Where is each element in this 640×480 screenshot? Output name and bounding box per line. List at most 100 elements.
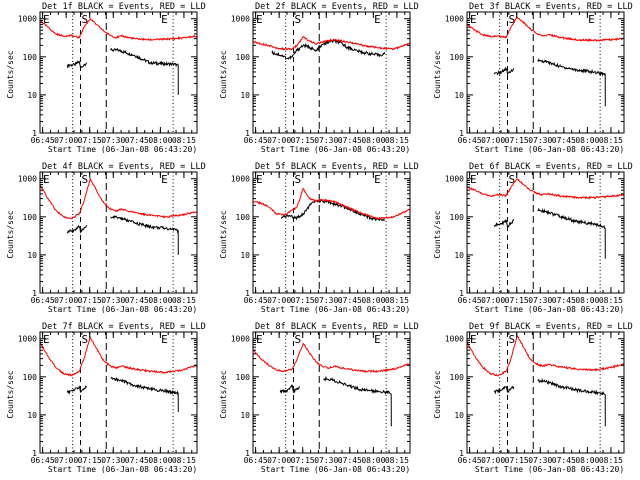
events-series [493, 58, 606, 107]
marker-label-e-end: E [374, 333, 381, 346]
x-tick-label: 07:30 [314, 296, 338, 305]
x-tick-label: 06:45 [31, 456, 55, 465]
y-tick-label: 100 [450, 213, 465, 222]
x-axis-label: Start Time (06-Jan-08 06:43:20) [48, 465, 197, 474]
panel-title: Det 4f BLACK = Events, RED = LLD [42, 162, 206, 172]
x-tick-label: 07:45 [338, 296, 362, 305]
marker-label-s: S [295, 13, 302, 26]
x-tick-label: 07:30 [314, 136, 338, 145]
y-axis-label: Counts/sec [6, 210, 15, 258]
x-tick-label: 07:15 [78, 456, 102, 465]
x-tick-label: 08:00 [148, 296, 172, 305]
plot-frame [252, 11, 411, 134]
x-tick-label: 08:15 [172, 456, 196, 465]
y-tick-label: 10 [27, 411, 37, 420]
marker-label-s: S [295, 333, 302, 346]
x-tick-label: 08:15 [599, 136, 623, 145]
lld-series [467, 16, 624, 43]
x-tick-label: 08:15 [172, 296, 196, 305]
x-tick-label: 07:00 [54, 456, 78, 465]
x-tick-label: 07:45 [125, 296, 149, 305]
y-axis-label: Counts/sec [433, 370, 442, 418]
x-tick-label: 07:30 [528, 296, 552, 305]
marker-label-e-start: E [470, 333, 477, 346]
panel-title: Det 9f BLACK = Events, RED = LLD [469, 322, 633, 332]
y-tick-label: 10 [27, 251, 37, 260]
events-series [271, 39, 386, 61]
lld-series [40, 335, 197, 377]
lld-series [467, 178, 624, 200]
lld-series [253, 35, 410, 51]
marker-label-e-start: E [256, 13, 263, 26]
marker-label-e-start: E [43, 173, 50, 186]
x-tick-label: 07:15 [291, 456, 315, 465]
x-tick-label: 07:30 [528, 456, 552, 465]
x-tick-label: 08:00 [575, 296, 599, 305]
marker-label-e-start: E [43, 13, 50, 26]
x-tick-label: 06:45 [244, 456, 268, 465]
x-tick-label: 07:15 [505, 296, 529, 305]
plot-frame [252, 171, 411, 294]
panel-title: Det 1f BLACK = Events, RED = LLD [42, 2, 206, 12]
y-tick-label: 1000 [231, 175, 250, 184]
events-series [279, 375, 392, 427]
plot-frame [39, 11, 198, 134]
x-tick-label: 07:00 [267, 296, 291, 305]
y-tick-label: 1000 [18, 15, 37, 24]
x-tick-label: 07:30 [314, 456, 338, 465]
x-tick-label: 06:45 [458, 296, 482, 305]
y-tick-label: 1000 [445, 175, 464, 184]
marker-label-s: S [82, 173, 89, 186]
y-tick-label: 10 [454, 411, 464, 420]
y-axis-label: Counts/sec [433, 50, 442, 98]
x-tick-label: 07:00 [267, 136, 291, 145]
marker-label-e-end: E [588, 333, 595, 346]
x-tick-label: 06:45 [31, 296, 55, 305]
y-tick-label: 1000 [18, 335, 37, 344]
y-tick-label: 100 [450, 373, 465, 382]
y-tick-label: 1 [32, 289, 37, 298]
x-tick-label: 07:45 [125, 456, 149, 465]
y-tick-label: 10 [240, 251, 250, 260]
marker-label-s: S [509, 333, 516, 346]
marker-label-e-start: E [470, 13, 477, 26]
x-tick-label: 08:00 [575, 456, 599, 465]
marker-label-e-start: E [256, 333, 263, 346]
x-axis-label: Start Time (06-Jan-08 06:43:20) [475, 465, 624, 474]
y-tick-label: 1 [459, 289, 464, 298]
x-tick-label: 08:00 [575, 136, 599, 145]
x-tick-label: 06:45 [458, 456, 482, 465]
x-tick-label: 08:00 [361, 136, 385, 145]
y-tick-label: 1 [245, 129, 250, 138]
x-tick-label: 07:00 [54, 296, 78, 305]
plot-frame [39, 171, 198, 294]
lld-series [467, 334, 624, 377]
x-tick-label: 06:45 [31, 136, 55, 145]
x-tick-label: 07:30 [101, 136, 125, 145]
x-axis-label: Start Time (06-Jan-08 06:43:20) [261, 465, 410, 474]
y-tick-label: 1000 [231, 335, 250, 344]
marker-label-e-start: E [470, 173, 477, 186]
x-tick-label: 07:45 [338, 136, 362, 145]
events-series [66, 215, 179, 255]
lld-series [40, 177, 197, 220]
panel-title: Det 6f BLACK = Events, RED = LLD [469, 162, 633, 172]
panel-title: Det 5f BLACK = Events, RED = LLD [255, 162, 419, 172]
plot-frame [466, 171, 625, 294]
y-tick-label: 100 [23, 53, 38, 62]
marker-label-e-end: E [374, 13, 381, 26]
lld-series [253, 342, 410, 374]
x-tick-label: 07:30 [528, 136, 552, 145]
x-tick-label: 06:45 [458, 136, 482, 145]
y-tick-label: 1 [459, 129, 464, 138]
plot-frame [252, 331, 411, 454]
x-tick-label: 07:15 [291, 136, 315, 145]
y-tick-label: 100 [236, 213, 251, 222]
events-series [493, 207, 606, 259]
x-axis-label: Start Time (06-Jan-08 06:43:20) [48, 305, 197, 314]
